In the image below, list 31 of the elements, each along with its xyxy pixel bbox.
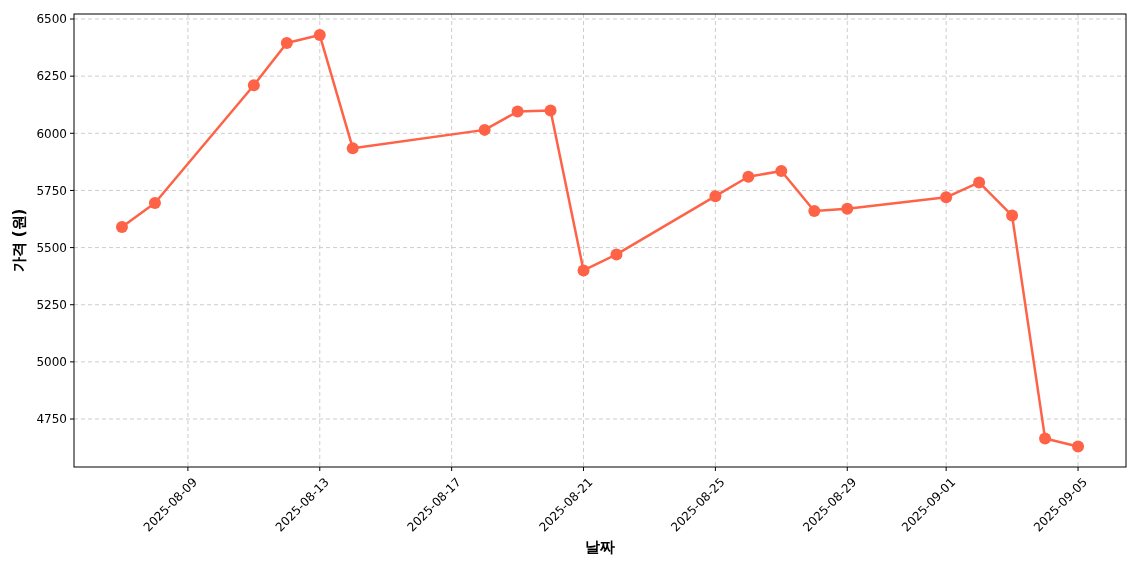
y-tick-label: 6000 — [36, 126, 67, 141]
point — [115, 221, 128, 234]
y-tick-label: 5250 — [36, 297, 67, 312]
point — [940, 191, 953, 204]
y-tick-label: 5750 — [36, 183, 67, 198]
y-tick-label: 5500 — [36, 240, 67, 255]
point — [148, 197, 161, 210]
point — [610, 248, 623, 261]
point — [1039, 432, 1052, 445]
point — [775, 165, 788, 178]
point — [313, 29, 326, 42]
y-tick-label: 4750 — [36, 412, 67, 427]
point — [709, 190, 722, 203]
y-tick-label: 6500 — [36, 12, 67, 27]
point — [544, 104, 557, 117]
point — [841, 202, 854, 215]
point — [247, 79, 260, 92]
y-tick-label: 6250 — [36, 69, 67, 84]
point — [1006, 209, 1019, 222]
x-axis-title: 날짜 — [585, 538, 615, 556]
point — [478, 123, 491, 136]
point — [808, 205, 821, 218]
point — [742, 170, 755, 183]
point — [1072, 440, 1085, 453]
point — [511, 105, 524, 118]
y-axis-title: 가격 (원) — [10, 208, 28, 273]
point — [346, 142, 359, 155]
point — [973, 176, 986, 189]
point — [577, 264, 590, 277]
y-tick-label: 5000 — [36, 355, 67, 370]
point — [280, 37, 293, 50]
